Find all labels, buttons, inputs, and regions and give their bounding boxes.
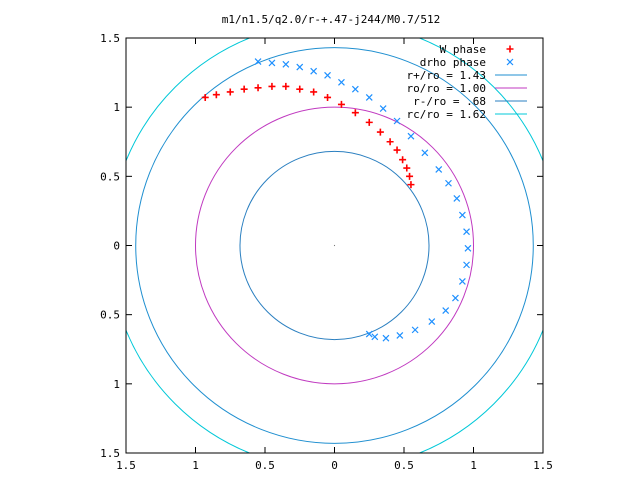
x-tick-label: 1 (470, 459, 477, 472)
data-point-0-9 (324, 93, 332, 101)
data-point-0-1 (212, 91, 220, 99)
data-point-1-0 (254, 58, 262, 65)
data-point-1-6 (338, 78, 345, 86)
data-point-1-13 (435, 165, 443, 173)
data-point-0-17 (403, 164, 411, 172)
data-point-1-14 (445, 179, 452, 187)
data-point-1-25 (396, 331, 404, 339)
chart-title: m1/n1.5/q2.0/r-+.47-j244/M0.7/512 (222, 13, 441, 26)
data-point-0-13 (376, 128, 384, 136)
data-point-1-15 (453, 195, 461, 202)
data-point-0-3 (240, 85, 248, 93)
data-point-1-21 (452, 294, 459, 302)
tick-layer: 1.5 1 0.5 0 0.5 1 1.51.510.500.511.5 (100, 32, 553, 472)
data-point-0-18 (406, 172, 414, 180)
data-point-0-19 (407, 181, 415, 189)
data-point-1-10 (393, 117, 401, 125)
y-tick-label: 0.5 (100, 309, 120, 322)
origin-dot (333, 244, 336, 247)
data-point-0-0 (201, 93, 209, 101)
data-point-1-8 (365, 94, 373, 101)
y-tick-label: 1.5 (100, 32, 120, 45)
legend-swatch-0 (506, 45, 514, 53)
series-0 (201, 82, 415, 189)
data-point-0-7 (296, 85, 304, 93)
ring-3 (195, 106, 474, 385)
y-tick-label: 0 (113, 240, 120, 253)
ring-2 (135, 47, 534, 444)
legend-label-3: ro/ro = 1.00 (407, 82, 486, 95)
x-tick-label: 1.5 (116, 459, 136, 472)
data-point-1-2 (282, 60, 290, 68)
data-point-1-23 (428, 318, 436, 326)
x-tick-label: 1.5 (533, 459, 553, 472)
x-tick-label: 0.5 (394, 459, 414, 472)
x-tick-label: 0 (331, 459, 338, 472)
data-point-1-4 (310, 67, 318, 75)
legend-label-2: r+/ro = 1.43 (407, 69, 486, 82)
ring-4 (239, 150, 430, 341)
data-point-1-3 (296, 63, 304, 71)
data-point-1-19 (463, 261, 470, 269)
data-point-0-14 (386, 138, 394, 146)
y-tick-label: 1 (113, 101, 120, 114)
data-point-1-28 (365, 330, 373, 338)
data-point-1-24 (411, 326, 419, 334)
data-point-1-22 (442, 307, 450, 314)
data-point-1-27 (371, 333, 379, 341)
marker-layer (201, 58, 472, 342)
x-tick-label: 1 (192, 459, 199, 472)
data-point-1-26 (382, 334, 390, 342)
data-point-1-9 (379, 105, 387, 112)
data-point-0-10 (337, 100, 345, 108)
circle-layer (126, 38, 543, 453)
data-point-0-15 (393, 146, 401, 154)
data-point-1-5 (324, 71, 331, 79)
series-1 (254, 58, 472, 342)
data-point-0-2 (226, 88, 234, 96)
data-point-1-12 (421, 149, 429, 157)
y-tick-label: 0.5 (100, 170, 120, 183)
data-point-1-20 (458, 278, 466, 285)
data-point-0-12 (365, 118, 373, 126)
data-point-1-16 (458, 211, 466, 219)
data-point-1-11 (407, 132, 415, 140)
data-point-0-11 (351, 109, 359, 117)
legend-swatch-1 (506, 58, 514, 66)
legend-label-1: drho phase (420, 56, 486, 69)
data-point-1-17 (463, 228, 470, 236)
data-point-0-6 (282, 82, 290, 90)
data-point-0-8 (310, 88, 318, 96)
legend-label-5: rc/ro = 1.62 (407, 108, 486, 121)
data-point-0-5 (268, 82, 276, 90)
data-point-1-1 (268, 59, 276, 67)
x-tick-label: 0.5 (255, 459, 275, 472)
data-point-0-4 (254, 84, 262, 92)
data-point-0-16 (399, 156, 407, 164)
y-tick-label: 1.5 (100, 447, 120, 460)
data-point-1-18 (464, 244, 472, 252)
data-point-1-7 (351, 85, 359, 93)
y-tick-label: 1 (113, 378, 120, 391)
legend-label-4: r-/ro = .68 (413, 95, 486, 108)
legend-label-0: W phase (440, 43, 486, 56)
